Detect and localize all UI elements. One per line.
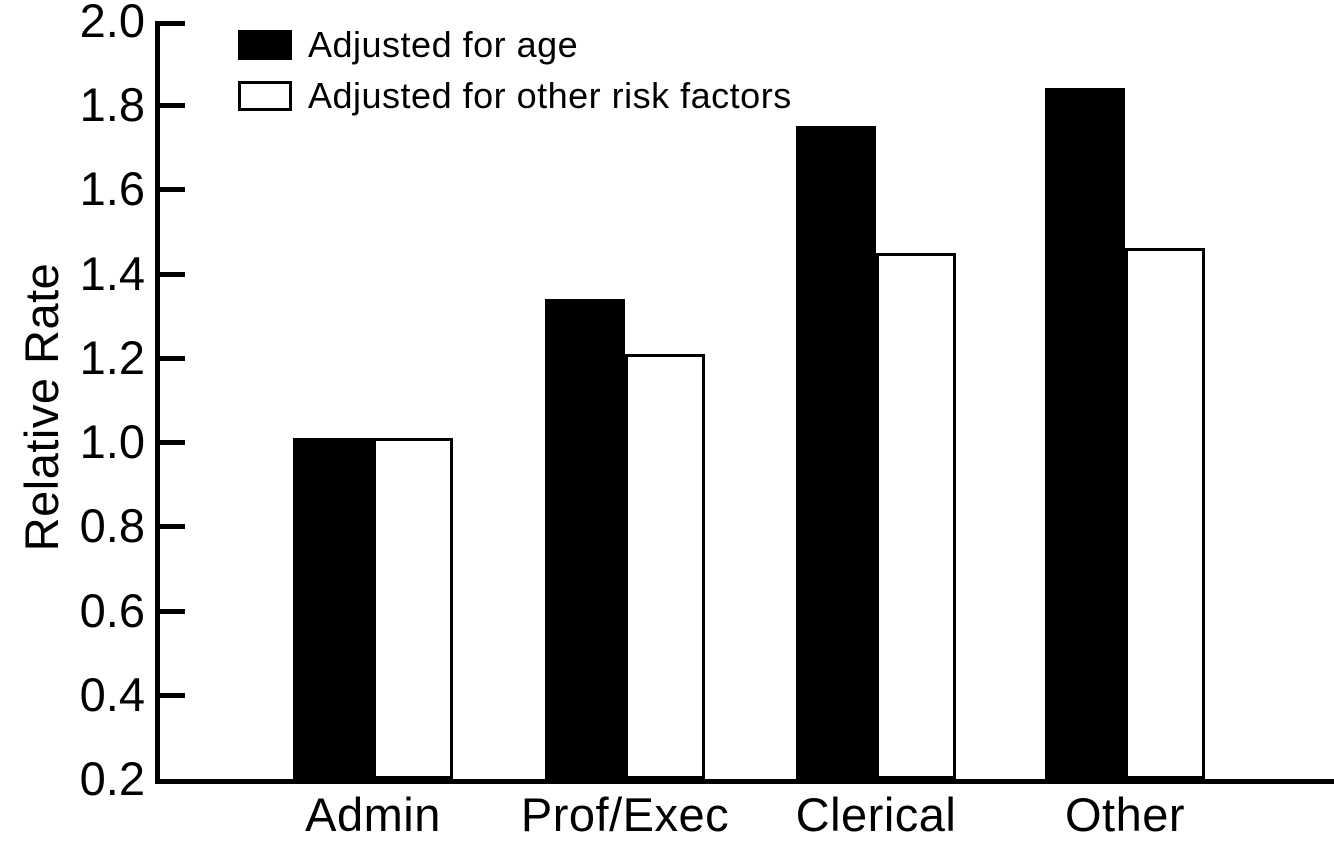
y-tick-2-0 [160,21,185,26]
legend-swatch-filled-icon [238,30,292,60]
y-tick-1-6 [160,187,185,192]
bar-prof-exec-adjusted-for-age [545,299,625,779]
y-tick-label-1-4: 1.4 [79,247,145,300]
bar-other-adjusted-for-age [1045,88,1125,779]
bar-other-adjusted-for-other-risk-factors [1125,248,1205,779]
y-axis-line [155,21,160,784]
legend-item-adjusted-for-other-risk-factors: Adjusted for other risk factors [238,75,792,117]
legend: Adjusted for age Adjusted for other risk… [238,24,792,126]
y-tick-0-6 [160,609,185,614]
bar-prof-exec-adjusted-for-other-risk-factors [625,354,705,779]
legend-item-adjusted-for-age: Adjusted for age [238,24,792,66]
bar-admin-adjusted-for-age [293,438,373,779]
x-axis-label-other: Other [1064,788,1186,841]
y-tick-label-0-4: 0.4 [79,668,145,721]
y-tick-label-0-6: 0.6 [79,584,145,637]
bar-clerical-adjusted-for-age [796,126,876,779]
y-tick-label-1-8: 1.8 [79,78,145,131]
y-tick-1-8 [160,103,185,108]
y-tick-1-2 [160,356,185,361]
y-tick-1-4 [160,272,185,277]
bar-admin-adjusted-for-other-risk-factors [373,438,453,779]
x-axis-line [155,779,1334,784]
bar-clerical-adjusted-for-other-risk-factors [876,253,956,779]
x-axis-label-clerical: Clerical [795,788,957,841]
legend-label-adjusted-for-other-risk-factors: Adjusted for other risk factors [308,75,792,116]
y-tick-label-0-8: 0.8 [79,499,145,552]
y-tick-label-1-6: 1.6 [79,162,145,215]
y-tick-1-0 [160,440,185,445]
legend-label-adjusted-for-age: Adjusted for age [308,24,579,65]
y-tick-0-4 [160,693,185,698]
y-tick-label-1-2: 1.2 [79,331,145,384]
y-tick-label-1-0: 1.0 [79,415,145,468]
y-tick-label-0-2: 0.2 [79,752,145,805]
legend-swatch-outlined-icon [238,81,292,111]
x-axis-label-admin: Admin [305,788,441,841]
x-axis-label-prof-exec: Prof/Exec [520,788,730,841]
y-tick-label-2-0: 2.0 [79,0,145,47]
y-tick-0-8 [160,524,185,529]
